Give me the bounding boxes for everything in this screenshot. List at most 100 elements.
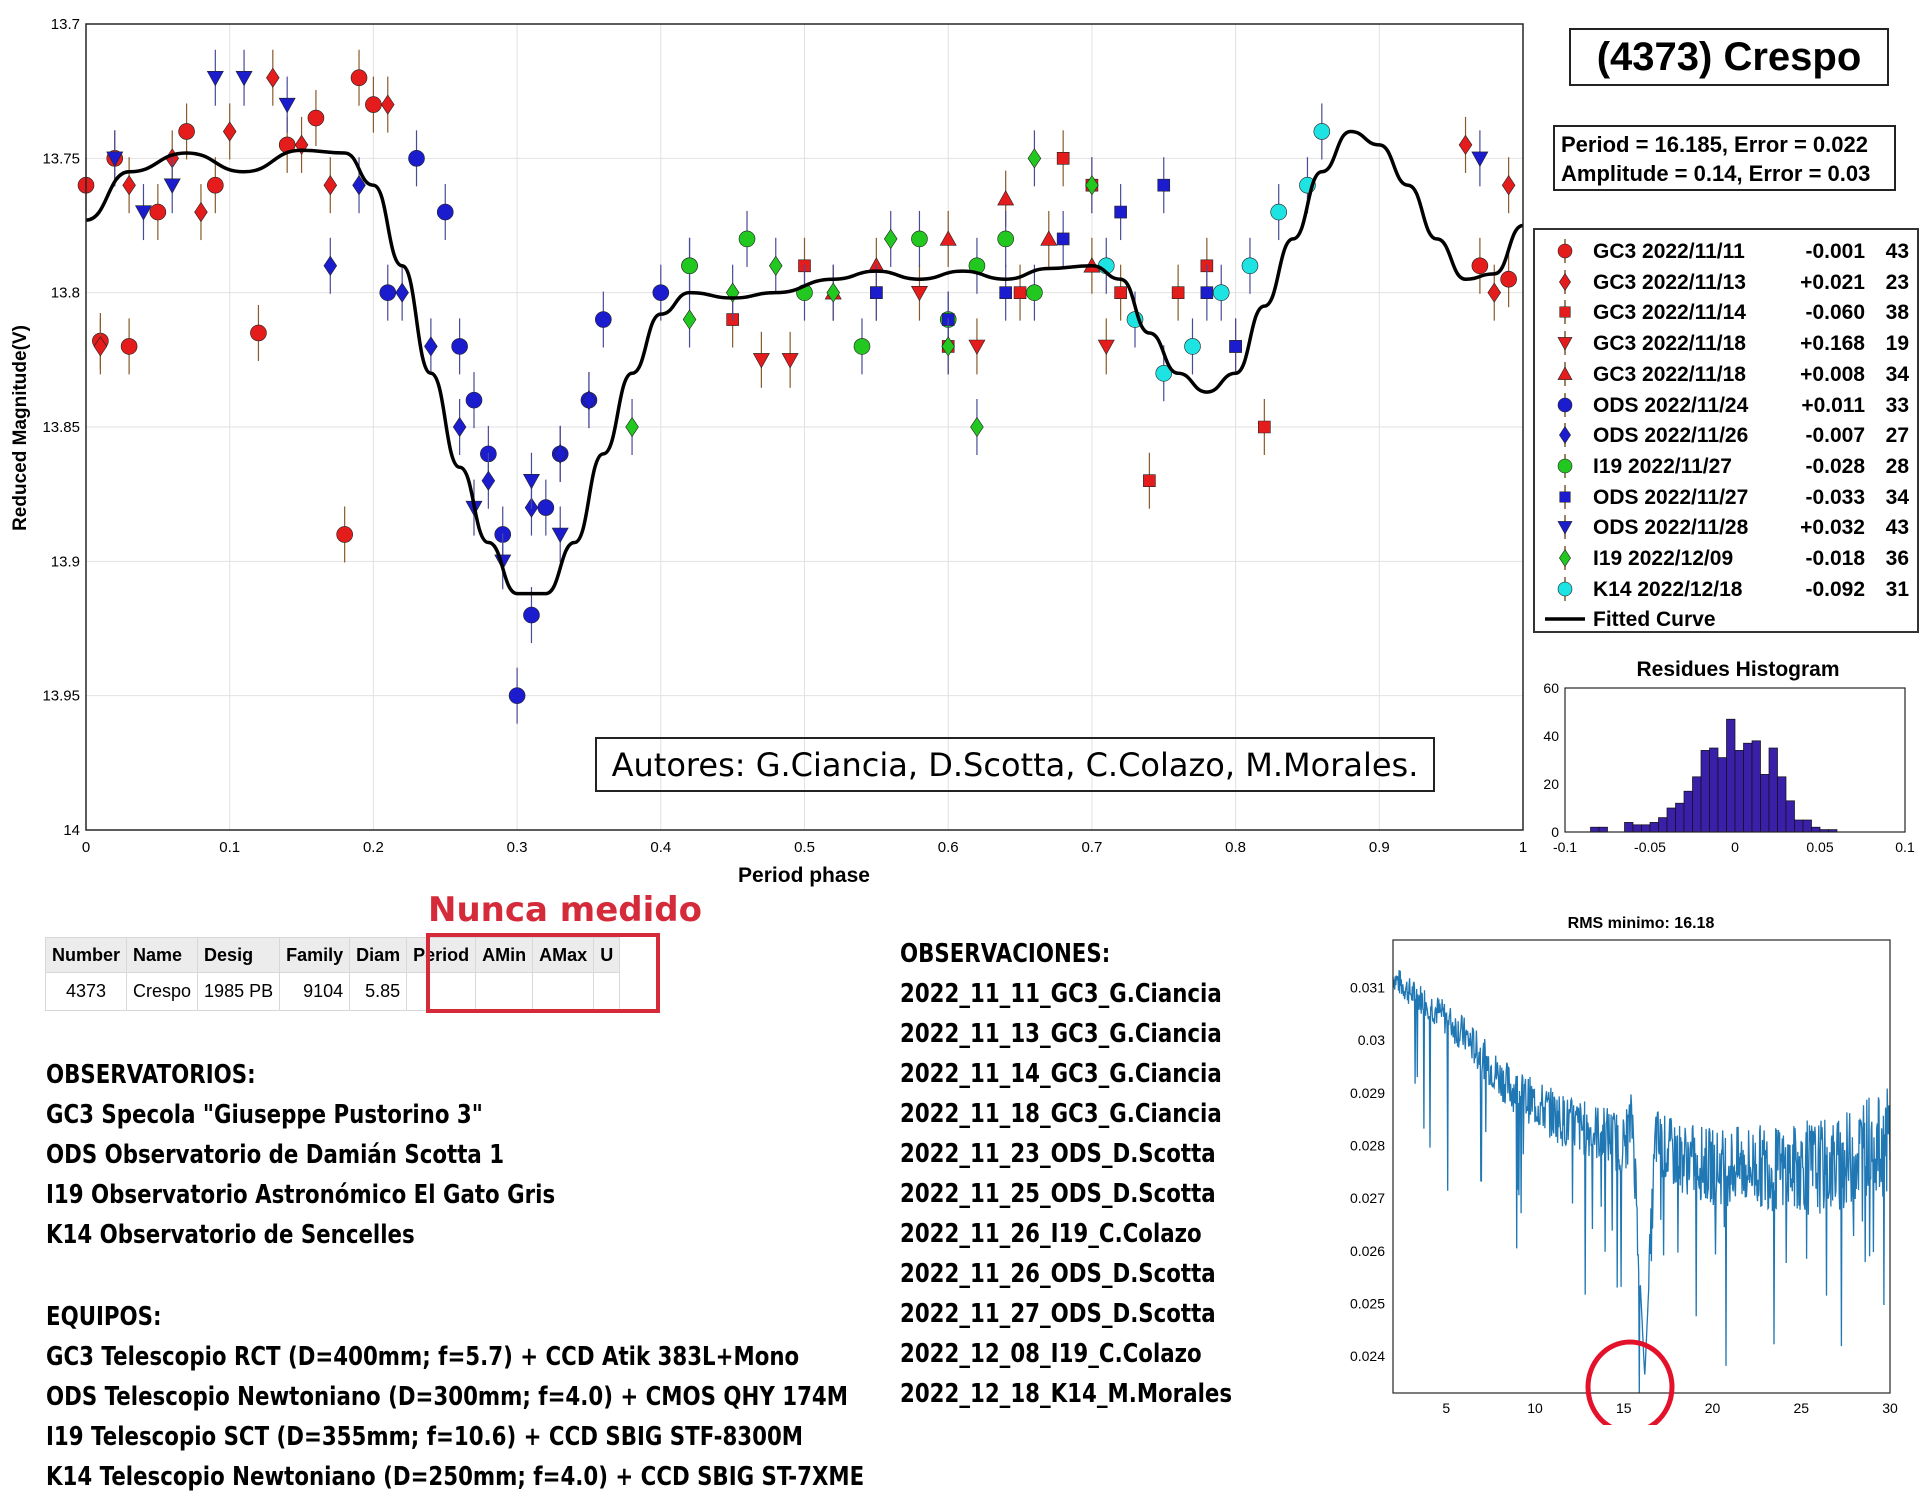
x-axis-label: Period phase (738, 864, 870, 887)
data-point (997, 230, 1014, 248)
histogram-bar (1641, 824, 1651, 833)
histogram-bar (1598, 826, 1608, 833)
period-info-box: Period = 16.185, Error = 0.022 Amplitude… (1553, 125, 1896, 191)
data-point (1027, 148, 1042, 169)
legend-entry: GC3 2022/11/18 +0.008 34 (1535, 359, 1921, 389)
data-point (1114, 286, 1127, 299)
y-tick-label: 13.7 (51, 16, 80, 33)
data-point (853, 338, 871, 355)
observatorio-line: K14 Observatorio de Sencelles (46, 1220, 415, 1250)
data-point (278, 97, 296, 114)
legend-name: ODS 2022/11/26 (1593, 424, 1749, 448)
legend-offset: -0.028 (1805, 454, 1865, 478)
legend-entry: I19 2022/11/27 -0.028 28 (1535, 451, 1921, 481)
data-point (910, 285, 928, 302)
data-point (625, 416, 639, 438)
histogram-y-tick: 40 (1543, 728, 1559, 744)
data-point (93, 336, 108, 357)
histogram-bar (1683, 790, 1693, 833)
legend-marker-icon (1557, 515, 1573, 540)
legend-marker-icon (1559, 300, 1571, 325)
data-point (206, 71, 224, 87)
observatorio-line: I19 Observatorio Astronómico El Gato Gri… (46, 1180, 556, 1210)
data-point (1097, 339, 1115, 356)
x-tick-label: 0.6 (938, 839, 959, 856)
legend-name: I19 2022/11/27 (1593, 454, 1732, 478)
plot-frame (85, 23, 1524, 831)
observacion-line: 2022_11_14_GC3_G.Ciancia (900, 1059, 1222, 1089)
data-point (911, 230, 928, 248)
legend-marker-icon (1559, 423, 1571, 448)
data-point (1229, 340, 1242, 353)
column-header: Name (126, 937, 199, 973)
observacion-line: 2022_11_25_ODS_D.Scotta (900, 1179, 1216, 1209)
data-point (1040, 230, 1058, 246)
observatorio-line: GC3 Specola "Giuseppe Pustorino 3" (46, 1100, 483, 1130)
y-tick-label: 13.95 (42, 688, 80, 705)
legend-count: 31 (1885, 577, 1909, 601)
rms-x-tick: 30 (1882, 1400, 1898, 1416)
histogram-x-tick: 0.1 (1895, 839, 1915, 855)
x-tick-label: 0.5 (794, 839, 815, 856)
column-header: AMin (475, 937, 534, 973)
data-point (134, 205, 152, 221)
observacion-line: 2022_11_27_ODS_D.Scotta (900, 1299, 1216, 1329)
histogram-bar (1624, 822, 1634, 833)
highlight-rect (426, 933, 660, 1013)
table-cell: 1985 PB (197, 972, 281, 1011)
rms-x-tick: 20 (1705, 1400, 1721, 1416)
chart-title: (4373) Crespo (1569, 28, 1889, 86)
rms-x-tick: 15 (1616, 1400, 1632, 1416)
lightcurve-chart: 0 0.1 0.2 0.3 0.4 0.5 0.6 0.7 0.8 0.9 1 13.7 13.75 13… (10, 16, 1527, 887)
histogram-bar (1632, 824, 1642, 833)
observacion-line: 2022_11_23_ODS_D.Scotta (900, 1139, 1216, 1169)
data-point (1500, 270, 1517, 288)
data-point (1143, 474, 1156, 488)
data-point (999, 286, 1012, 299)
equipo-line: K14 Telescopio Newtoniano (D=250mm; f=4.… (46, 1462, 865, 1492)
equipos-heading: EQUIPOS: (46, 1302, 162, 1332)
legend-name: Fitted Curve (1593, 608, 1716, 632)
legend-name: ODS 2022/11/28 (1593, 516, 1749, 540)
observacion-line: 2022_12_08_I19_C.Colazo (900, 1339, 1202, 1369)
y-tick-label: 14 (63, 822, 80, 839)
legend-count: 28 (1885, 454, 1909, 478)
data-point (1471, 151, 1489, 167)
table-cell (593, 972, 621, 1011)
data-point (941, 336, 955, 357)
data-point (968, 339, 986, 356)
histogram-bar (1700, 750, 1710, 833)
legend-count: 33 (1885, 393, 1909, 417)
column-header: Diam (349, 937, 408, 973)
data-point (1471, 257, 1489, 275)
data-point (870, 286, 883, 299)
observaciones-heading: OBSERVACIONES: (900, 939, 1111, 969)
legend-offset: +0.032 (1800, 516, 1865, 540)
histogram-bar (1666, 807, 1676, 833)
histogram-bar (1658, 817, 1668, 833)
y-tick-label: 13.85 (42, 419, 80, 436)
legend-name: K14 2022/12/18 (1593, 577, 1743, 601)
legend-offset: +0.021 (1800, 270, 1865, 294)
legend-entry-fitted: Fitted Curve (1535, 604, 1921, 634)
rms-line (1392, 970, 1891, 1394)
data-point (395, 282, 409, 303)
histogram-bar (1760, 774, 1770, 833)
legend-offset: -0.007 (1805, 424, 1865, 448)
legend-entry: ODS 2022/11/24 +0.011 33 (1535, 390, 1921, 420)
observacion-line: 2022_11_18_GC3_G.Ciancia (900, 1099, 1222, 1129)
legend-offset: +0.011 (1801, 393, 1865, 417)
x-tick-label: 0.7 (1081, 839, 1102, 856)
data-point (307, 109, 325, 127)
y-tick-label: 13.9 (51, 553, 80, 570)
rms-y-tick: 0.029 (1350, 1085, 1385, 1101)
legend-name: I19 2022/12/09 (1593, 547, 1734, 570)
legend-offset: -0.018 (1805, 547, 1865, 570)
x-tick-label: 0.1 (219, 839, 240, 856)
histogram-bar (1802, 819, 1812, 833)
data-point (266, 67, 280, 88)
observacion-line: 2022_11_13_GC3_G.Ciancia (900, 1019, 1222, 1049)
data-point (424, 336, 438, 357)
legend-offset: -0.001 (1805, 240, 1865, 263)
histogram-bar (1675, 802, 1685, 833)
